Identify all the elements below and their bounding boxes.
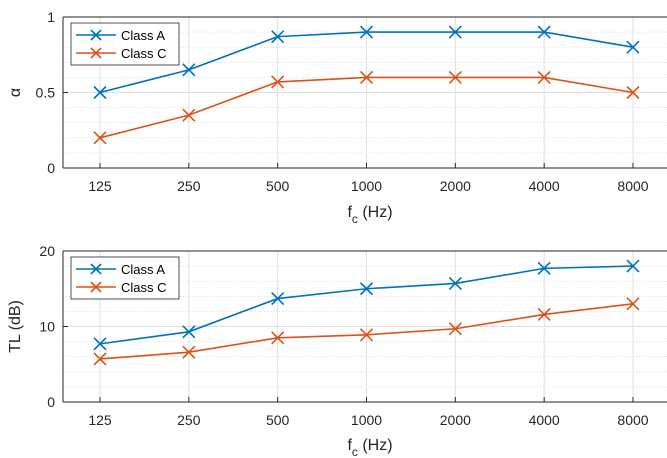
data-point-marker — [271, 75, 285, 89]
y-tick-label: 0 — [47, 394, 55, 410]
data-point-marker — [448, 70, 462, 84]
x-tick-label: 1000 — [351, 412, 382, 428]
x-tick-label: 8000 — [617, 178, 648, 194]
legend-marker — [90, 263, 102, 275]
x-axis-label: fc (Hz) — [347, 204, 392, 226]
data-point-marker — [271, 291, 285, 306]
data-point-marker — [359, 328, 374, 342]
data-point-marker — [626, 40, 640, 54]
chart-alpha-panel: 0 0.5 1 125 250 500 1000 2000 4000 8000 fc (Hz) α Cl… — [7, 9, 667, 226]
data-point-marker — [271, 30, 285, 44]
x-tick-label: 250 — [177, 178, 201, 194]
x-axis-label-unit: (Hz) — [358, 437, 393, 454]
legend-label: Class A — [121, 262, 165, 277]
data-point-marker — [182, 63, 196, 77]
x-axis-label-unit: (Hz) — [358, 204, 393, 221]
y-tick-label: 20 — [39, 243, 55, 259]
data-point-marker — [537, 261, 551, 275]
data-point-marker — [93, 352, 107, 366]
data-point-marker — [537, 70, 551, 84]
x-axis-label-main: f — [347, 204, 352, 221]
data-point-marker — [626, 85, 640, 100]
data-point-marker — [448, 25, 462, 39]
y-axis-label: TL (dB) — [7, 300, 24, 353]
legend-label: Class C — [121, 280, 167, 295]
y-axis-label: α — [7, 88, 24, 97]
y-tick-label: 10 — [39, 319, 55, 335]
x-tick-label: 2000 — [440, 178, 471, 194]
x-tick-label: 250 — [177, 412, 201, 428]
data-point-marker — [93, 131, 107, 145]
data-point-marker — [537, 25, 551, 39]
data-point-marker — [182, 325, 196, 339]
data-point-marker — [448, 276, 462, 291]
data-point-marker — [182, 345, 196, 359]
data-point-marker — [359, 70, 374, 84]
y-tick-label: 0.5 — [36, 85, 56, 101]
legend-marker — [90, 281, 102, 293]
data-point-marker — [359, 282, 374, 296]
x-tick-label: 8000 — [617, 412, 648, 428]
legend-marker — [90, 29, 102, 41]
data-point-marker — [93, 85, 107, 100]
x-axis-label-subscript: c — [352, 445, 358, 458]
legend-label: Class A — [121, 28, 165, 43]
legend-marker — [90, 47, 102, 59]
x-tick-label: 500 — [266, 178, 290, 194]
data-point-marker — [537, 307, 551, 321]
chart-tl-panel: 0 10 20 125 250 500 1000 2000 4000 8000 fc (Hz) TL … — [7, 243, 667, 458]
data-point-marker — [448, 322, 462, 336]
legend-label: Class C — [121, 46, 167, 61]
x-axis-label-subscript: c — [352, 212, 358, 226]
x-tick-label: 4000 — [529, 412, 560, 428]
data-point-marker — [271, 331, 285, 345]
legend-box — [70, 22, 180, 66]
data-point-marker — [93, 337, 107, 351]
x-tick-label: 1000 — [351, 178, 382, 194]
y-tick-label: 1 — [47, 9, 55, 25]
y-tick-label: 0 — [47, 160, 55, 176]
x-tick-label: 500 — [266, 412, 290, 428]
data-point-marker — [626, 259, 640, 273]
x-tick-label: 2000 — [440, 412, 471, 428]
x-axis-label: fc (Hz) — [347, 437, 392, 458]
x-axis-label-main: f — [347, 437, 352, 454]
x-tick-label: 125 — [88, 412, 112, 428]
data-point-marker — [359, 25, 374, 39]
x-tick-label: 4000 — [529, 178, 560, 194]
x-tick-label: 125 — [88, 178, 112, 194]
legend-box — [70, 256, 180, 300]
data-point-marker — [626, 297, 640, 311]
data-point-marker — [182, 108, 196, 122]
